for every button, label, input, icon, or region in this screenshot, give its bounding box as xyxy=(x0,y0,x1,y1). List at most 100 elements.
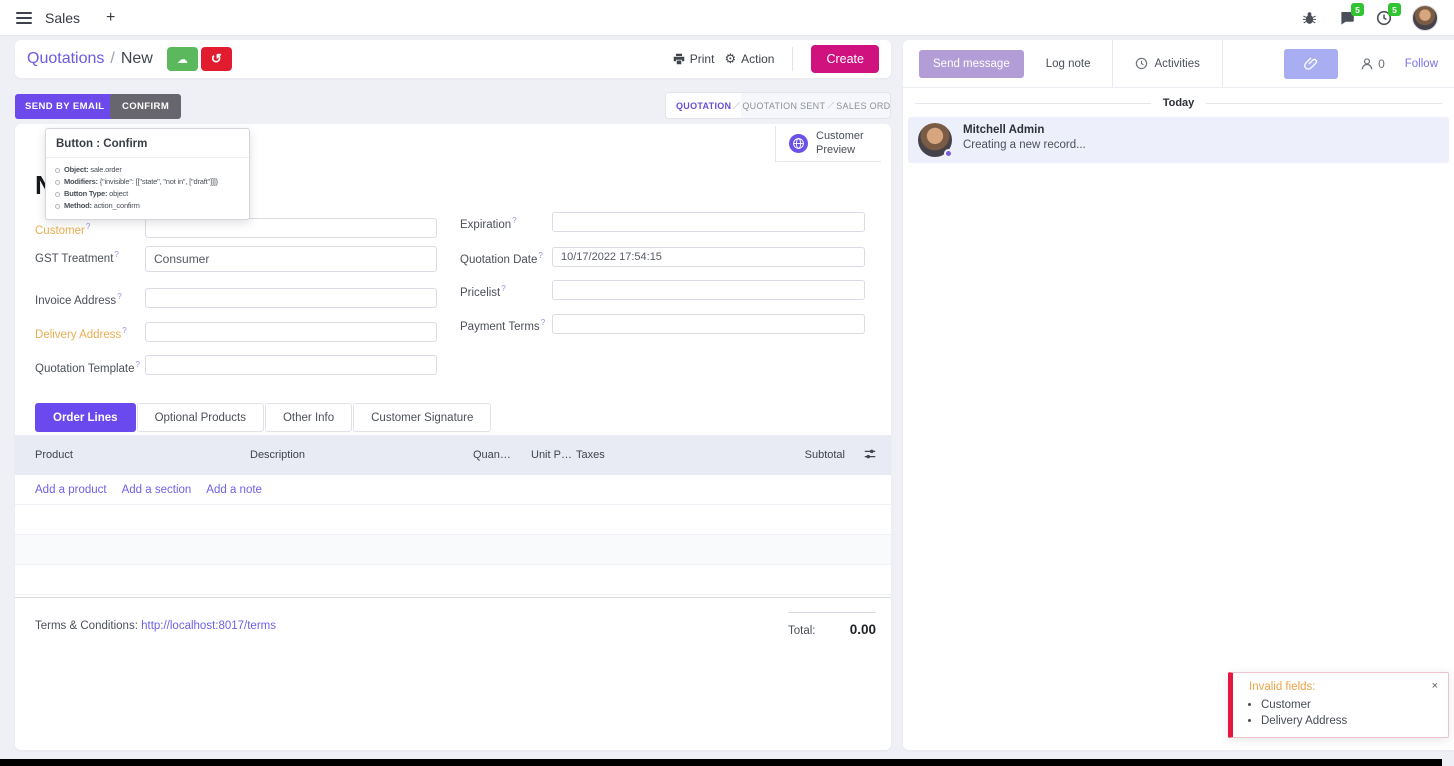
field-label-customer: Customer? xyxy=(35,222,91,237)
save-button[interactable]: ☁ xyxy=(166,47,198,71)
col-subtotal[interactable]: Subtotal xyxy=(804,449,845,461)
apps-menu-icon[interactable] xyxy=(16,11,32,24)
status-step-quotation[interactable]: QUOTATION xyxy=(666,93,742,118)
field-label-expiration: Expiration? xyxy=(460,216,517,231)
user-avatar[interactable] xyxy=(1412,4,1438,31)
optional-columns-icon[interactable] xyxy=(863,447,877,466)
col-unit-price[interactable]: Unit P… xyxy=(531,449,572,461)
quotation-template-input[interactable] xyxy=(145,355,437,375)
help-icon[interactable]: ? xyxy=(117,292,122,301)
gear-icon: ⚙ xyxy=(724,51,737,66)
help-icon[interactable]: ? xyxy=(540,318,546,327)
log-note-button[interactable]: Log note xyxy=(1045,57,1091,70)
help-icon[interactable]: ? xyxy=(85,222,91,231)
print-button[interactable]: Print xyxy=(673,52,714,66)
create-button[interactable]: Create xyxy=(811,45,879,73)
tab-optional-products[interactable]: Optional Products xyxy=(136,403,264,432)
terms-link[interactable]: http://localhost:8017/terms xyxy=(141,620,276,632)
messages-menu[interactable]: 5 xyxy=(1338,3,1364,26)
col-product[interactable]: Product xyxy=(35,449,73,461)
message-body: Creating a new record... xyxy=(963,139,1086,151)
field-label-invoice-address: Invoice Address? xyxy=(35,292,122,307)
col-taxes[interactable]: Taxes xyxy=(576,449,605,461)
col-description[interactable]: Description xyxy=(250,449,306,461)
expiration-input[interactable] xyxy=(552,212,865,232)
action-button[interactable]: ⚙ Action xyxy=(724,51,774,67)
tooltip-row: Method: action_confirm xyxy=(46,199,249,211)
field-label-quotation-template: Quotation Template? xyxy=(35,360,140,375)
col-quantity[interactable]: Quan… xyxy=(473,449,511,461)
add-a-note-link[interactable]: Add a note xyxy=(206,483,262,496)
breadcrumb-separator: / xyxy=(110,50,115,67)
gst-treatment-select[interactable]: Consumer xyxy=(145,246,437,272)
customer-preview-button[interactable]: Customer Preview xyxy=(775,126,881,162)
customer-input[interactable] xyxy=(145,218,437,238)
help-icon[interactable]: ? xyxy=(538,251,543,260)
discard-button[interactable]: ↺ xyxy=(200,47,232,71)
new-tab-button[interactable]: + xyxy=(106,8,116,26)
quotation-date-input[interactable]: 10/17/2022 17:54:15 xyxy=(552,247,865,267)
empty-table-row xyxy=(15,505,891,535)
divider xyxy=(1221,39,1223,88)
add-a-section-link[interactable]: Add a section xyxy=(121,483,192,496)
total-value: 0.00 xyxy=(849,622,876,637)
toast-item-delivery-address: Delivery Address xyxy=(1261,714,1448,730)
empty-table-row xyxy=(15,535,891,565)
tab-customer-signature[interactable]: Customer Signature xyxy=(353,403,492,432)
person-icon xyxy=(1361,57,1373,69)
invalid-fields-toast: Invalid fields: × Customer Delivery Addr… xyxy=(1228,672,1449,738)
tooltip-row: Object: sale.order xyxy=(46,163,249,175)
follow-button[interactable]: Follow xyxy=(1404,57,1438,70)
action-label: Action xyxy=(741,52,775,66)
undo-icon: ↺ xyxy=(210,51,222,66)
form-sheet: Customer Preview New Customer? GST Treat… xyxy=(15,124,891,750)
activities-menu[interactable]: 5 xyxy=(1375,3,1401,26)
activities-badge: 5 xyxy=(1388,3,1401,16)
control-panel: Quotations / New ☁ ↺ Print ⚙ Action Crea… xyxy=(15,40,891,78)
table-add-links: Add a product Add a section Add a note xyxy=(15,475,891,505)
debug-icon[interactable] xyxy=(1301,9,1318,26)
notebook-tabs: Order Lines Optional Products Other Info… xyxy=(35,403,492,432)
send-message-button[interactable]: Send message xyxy=(919,49,1024,78)
invoice-address-input[interactable] xyxy=(145,288,437,308)
close-icon[interactable]: × xyxy=(1431,680,1438,692)
statusbar: QUOTATION QUOTATION SENT SALES ORDER xyxy=(665,92,891,119)
help-icon[interactable]: ? xyxy=(114,250,119,259)
status-step-sales-order[interactable]: SALES ORDER xyxy=(836,100,891,111)
send-by-email-button[interactable]: SEND BY EMAIL xyxy=(15,94,115,119)
status-dot xyxy=(944,149,953,158)
tab-order-lines[interactable]: Order Lines xyxy=(35,403,136,432)
chatter-message[interactable]: Mitchell Admin Creating a new record... xyxy=(908,117,1449,163)
paperclip-icon xyxy=(1303,57,1317,70)
help-icon[interactable]: ? xyxy=(501,284,506,293)
day-label: Today xyxy=(1162,97,1195,109)
add-a-product-link[interactable]: Add a product xyxy=(35,483,107,496)
status-step-quotation-sent[interactable]: QUOTATION SENT xyxy=(742,100,826,111)
terms-and-conditions: Terms & Conditions: http://localhost:801… xyxy=(35,620,276,632)
chatter-header: Send message Log note Activities xyxy=(903,39,1454,88)
delivery-address-input[interactable] xyxy=(145,322,437,342)
field-label-payment-terms: Payment Terms? xyxy=(460,318,546,333)
customer-preview-label: Customer Preview xyxy=(816,129,864,156)
help-icon[interactable]: ? xyxy=(135,360,140,369)
activities-label: Activities xyxy=(1154,57,1200,70)
pricelist-input[interactable] xyxy=(552,280,865,300)
help-icon[interactable]: ? xyxy=(122,326,127,335)
empty-table-row xyxy=(15,565,891,595)
tooltip-row: Button Type: object xyxy=(46,187,249,199)
chatter-panel: Send message Log note Activities xyxy=(903,39,1454,750)
messages-badge: 5 xyxy=(1351,3,1364,16)
app-name[interactable]: Sales xyxy=(45,9,81,26)
confirm-button[interactable]: CONFIRM xyxy=(110,94,182,119)
schedule-activity-button[interactable]: Activities xyxy=(1135,57,1200,70)
tooltip-title: Button : Confirm xyxy=(46,129,249,158)
field-label-quotation-date: Quotation Date? xyxy=(460,251,543,266)
breadcrumb-quotations[interactable]: Quotations xyxy=(27,50,105,67)
message-author: Mitchell Admin xyxy=(963,124,1045,136)
payment-terms-input[interactable] xyxy=(552,314,865,334)
attach-files-button[interactable] xyxy=(1284,48,1339,79)
tab-other-info[interactable]: Other Info xyxy=(264,403,353,432)
help-icon[interactable]: ? xyxy=(512,216,517,225)
followers-button[interactable]: 0 xyxy=(1360,57,1385,71)
